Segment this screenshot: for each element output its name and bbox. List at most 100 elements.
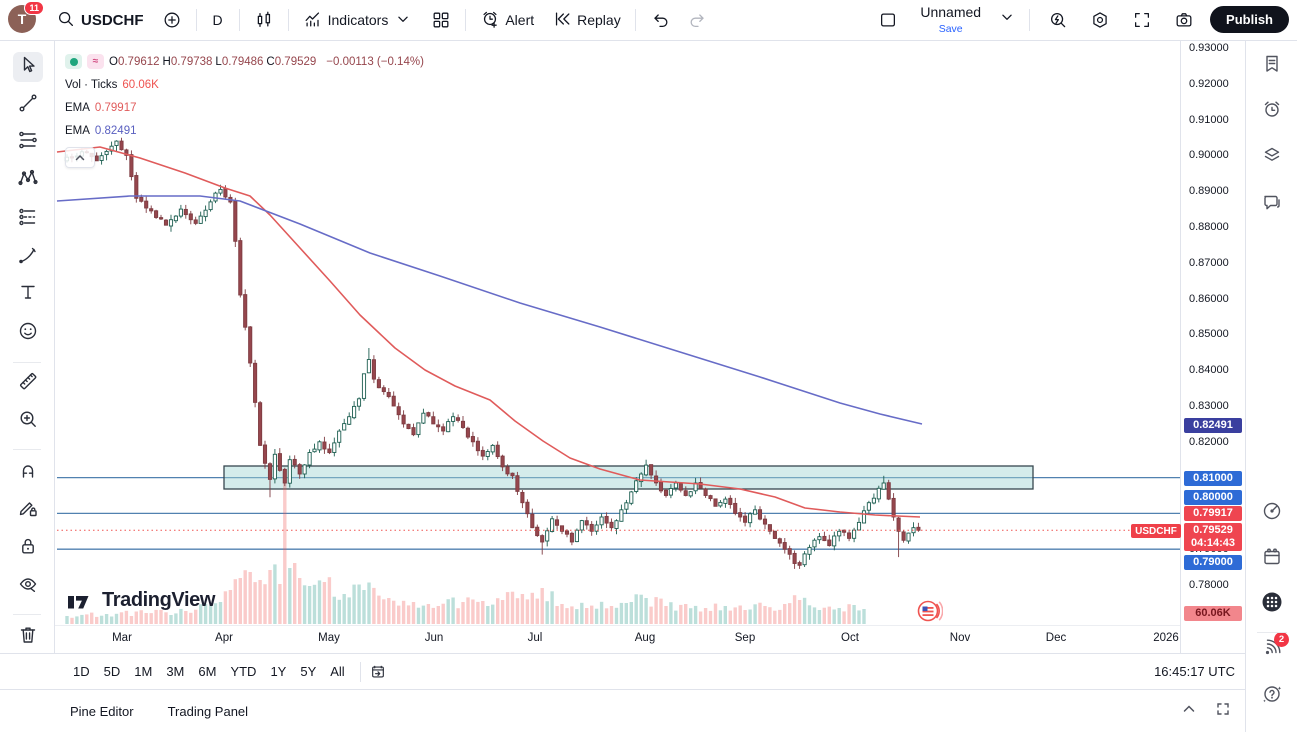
time-label[interactable]: Apr: [215, 632, 233, 644]
range-ytd-button[interactable]: YTD: [230, 664, 257, 679]
publish-button[interactable]: Publish: [1210, 6, 1289, 34]
tool-zoom-in-button[interactable]: [13, 406, 43, 436]
symbol-legend-row[interactable]: ≈ O0.79612 H0.79738 L0.79486 C0.79529 −0.00…: [65, 50, 424, 73]
range-3m-button[interactable]: 3M: [166, 664, 185, 679]
last-price-badge: 0.79529 04:14:43: [1184, 523, 1242, 551]
alert-button[interactable]: Alert: [474, 5, 540, 36]
xabcd-pattern-icon: [17, 167, 39, 194]
compare-symbol-button[interactable]: [156, 6, 188, 34]
chart-style-button[interactable]: [248, 6, 280, 34]
tradingview-logo[interactable]: TradingView: [68, 589, 215, 612]
range-5d-button[interactable]: 5D: [103, 664, 121, 679]
ema-legend-row[interactable]: EMA 0.82491: [65, 119, 424, 142]
range-1m-button[interactable]: 1M: [134, 664, 153, 679]
tool-trash-button[interactable]: [13, 622, 43, 652]
right-sidebar: 2: [1245, 41, 1297, 732]
divider: [465, 9, 467, 31]
tool-fib-retracement-button[interactable]: [13, 127, 43, 157]
range-6m-button[interactable]: 6M: [198, 664, 217, 679]
us-event-flag-icon[interactable]: [915, 597, 944, 630]
tool-drawing-mode-button[interactable]: [13, 495, 43, 525]
tool-lock-button[interactable]: [13, 533, 43, 563]
sidebar-apps-button[interactable]: [1257, 589, 1287, 619]
clock-utc[interactable]: 16:45:17 UTC: [1154, 664, 1235, 679]
save-layout-button[interactable]: Unnamed Save: [914, 1, 987, 40]
ema-value: 0.79917: [94, 101, 137, 114]
watchlist-icon: [1261, 53, 1283, 80]
quick-search-button[interactable]: [1042, 6, 1074, 34]
snapshot-camera-button[interactable]: [1168, 6, 1200, 34]
user-menu-button[interactable]: T 11: [8, 1, 44, 35]
price-tick: 0.90000: [1189, 149, 1229, 162]
sidebar-calendar-button[interactable]: [1257, 544, 1287, 574]
time-label[interactable]: Aug: [634, 632, 656, 644]
divider: [634, 9, 636, 31]
time-label[interactable]: Nov: [949, 632, 971, 644]
time-label[interactable]: Jun: [424, 632, 444, 644]
layout-button[interactable]: [872, 6, 904, 34]
symbol-search-button[interactable]: USDCHF: [50, 5, 150, 36]
goto-date-button[interactable]: [369, 663, 387, 681]
legend-collapse-button[interactable]: [65, 147, 95, 168]
range-1d-button[interactable]: 1D: [73, 664, 90, 679]
tool-emoji-button[interactable]: [13, 318, 43, 348]
sidebar-object-tree-button[interactable]: [1257, 142, 1287, 172]
volume-legend-row[interactable]: Vol · Ticks 60.06K: [65, 73, 424, 96]
tool-trend-line-button[interactable]: [13, 90, 43, 120]
price-badge: 0.79917: [1184, 505, 1242, 521]
divider: [238, 9, 240, 31]
ema-legend-row[interactable]: EMA 0.79917: [65, 96, 424, 119]
tab-pine-editor[interactable]: Pine Editor: [70, 703, 134, 719]
tool-text-button[interactable]: [13, 279, 43, 309]
time-label[interactable]: 2026: [1153, 632, 1179, 644]
tab-trading-panel[interactable]: Trading Panel: [167, 703, 249, 719]
range-1y-button[interactable]: 1Y: [270, 664, 287, 679]
indicators-button[interactable]: Indicators: [297, 5, 420, 36]
replay-button[interactable]: Replay: [546, 5, 627, 36]
time-label[interactable]: Dec: [1045, 632, 1067, 644]
sidebar-alerts-clock-button[interactable]: [1257, 96, 1287, 126]
redo-button[interactable]: [682, 6, 714, 34]
time-label[interactable]: Jul: [527, 632, 543, 644]
time-label[interactable]: Mar: [112, 632, 132, 644]
replay-icon: [552, 9, 572, 32]
calendar-icon: [1261, 546, 1283, 573]
time-label[interactable]: Sep: [734, 632, 756, 644]
panel-maximize-button[interactable]: [1215, 701, 1231, 722]
tool-forecast-button[interactable]: [13, 204, 43, 234]
sidebar-broadcast-button[interactable]: 2: [1257, 631, 1289, 665]
sidebar-watchlist-button[interactable]: [1257, 51, 1287, 81]
text-icon: [17, 281, 39, 308]
drawing-mode-icon: [17, 497, 39, 524]
tool-hide-button[interactable]: [13, 571, 43, 601]
undo-button[interactable]: [644, 6, 676, 34]
divider: [287, 9, 289, 31]
fullscreen-button[interactable]: [1126, 6, 1158, 34]
time-axis[interactable]: Mar Apr May Jun Jul Aug Sep Oct Nov Dec 2026: [55, 625, 1180, 653]
range-5y-button[interactable]: 5Y: [300, 664, 317, 679]
tool-magnet-button[interactable]: [13, 457, 43, 487]
ema-label: EMA: [65, 101, 90, 114]
time-label[interactable]: May: [318, 632, 340, 644]
time-label[interactable]: Oct: [841, 632, 859, 644]
panel-expand-button[interactable]: [1181, 701, 1197, 722]
indicator-templates-button[interactable]: [425, 6, 457, 34]
chart-pane[interactable]: ≈ O0.79612 H0.79738 L0.79486 C0.79529 −0.00…: [55, 41, 1180, 625]
change-value: −0.00113 (−0.14%): [326, 55, 424, 68]
zoom-in-icon: [17, 408, 39, 435]
tool-brush-button[interactable]: [13, 242, 43, 272]
tradingview-wordmark: TradingView: [102, 589, 216, 611]
sidebar-chat-button[interactable]: [1257, 189, 1287, 219]
interval-button[interactable]: D: [212, 12, 223, 28]
price-chart[interactable]: [55, 41, 1180, 625]
range-all-button[interactable]: All: [330, 664, 345, 679]
chevron-down-icon[interactable]: [997, 7, 1017, 32]
tool-cursor-button[interactable]: [13, 52, 43, 82]
sidebar-help-button[interactable]: [1257, 681, 1287, 711]
price-tick: 0.93000: [1189, 42, 1229, 54]
tool-xabcd-pattern-button[interactable]: [13, 165, 43, 195]
sidebar-scorecards-button[interactable]: [1257, 498, 1287, 528]
price-axis[interactable]: 0.93000 0.92000 0.91000 0.90000 0.89000 0.880…: [1180, 41, 1245, 684]
settings-gear-button[interactable]: [1084, 6, 1116, 34]
tool-ruler-button[interactable]: [13, 368, 43, 398]
